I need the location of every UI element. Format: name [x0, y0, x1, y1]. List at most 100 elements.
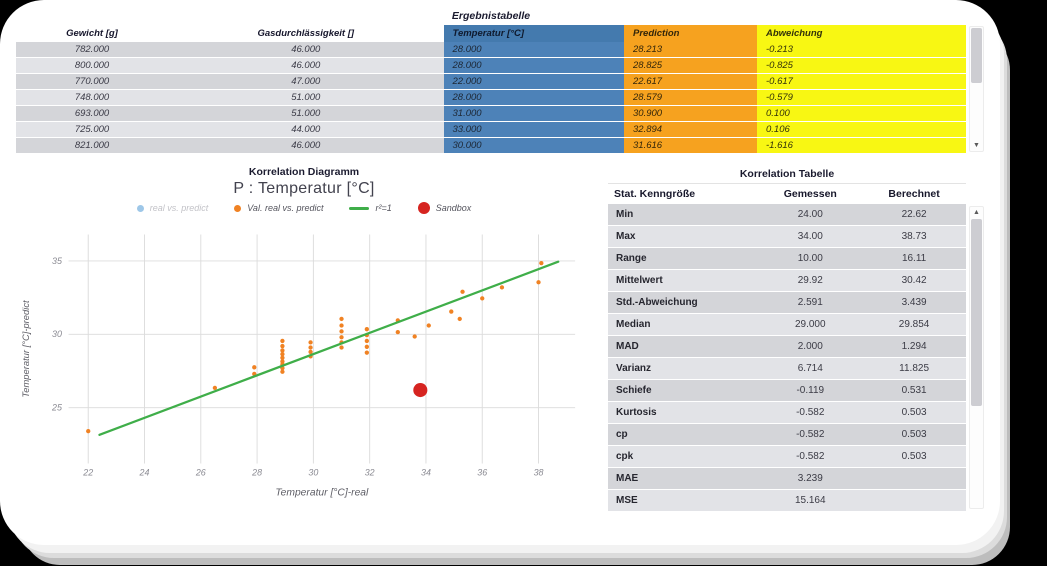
legend-item-sandbox[interactable]: Sandbox	[417, 202, 472, 214]
results-cell: 51.000	[168, 89, 444, 106]
results-cell: 0.100	[757, 105, 966, 122]
legend-item-r2-line[interactable]: r²=1	[349, 203, 392, 213]
column-header: Abweichung	[757, 25, 966, 42]
x-tick-label: 30	[308, 468, 318, 478]
results-cell: 28.000	[443, 89, 624, 106]
table-row: 748.000 51.000 28.000 28.579 -0.579	[16, 89, 966, 106]
results-cell: 22.617	[624, 73, 757, 90]
table-row: Mittelwert 29.92 30.42	[608, 269, 966, 292]
results-cell: -0.617	[757, 73, 966, 90]
table-row: Range 10.00 16.11	[608, 247, 966, 270]
results-table-title: Ergebnistabelle	[451, 10, 531, 22]
legend-label: Sandbox	[435, 203, 472, 213]
blue-dot-icon	[136, 204, 144, 212]
results-cell: 782.000	[16, 42, 168, 58]
results-scrollbar-thumb[interactable]	[971, 28, 982, 83]
stats-cell: 0.503	[862, 401, 966, 424]
stats-cell: Kurtosis	[608, 401, 759, 424]
results-cell: 693.000	[16, 105, 168, 122]
stats-cell: -0.582	[758, 423, 863, 446]
results-cell: 748.000	[16, 89, 168, 106]
results-cell: 46.000	[168, 137, 444, 154]
chart-subtitle: P : Temperatur [°C]	[233, 180, 375, 197]
results-cell: 28.825	[624, 57, 757, 74]
red-dot-icon	[417, 202, 430, 214]
legend-label: r²=1	[375, 203, 392, 213]
legend-label: Val. real vs. predict	[247, 203, 324, 213]
results-table: Gewicht [g] Gasdurchlässigkeit [] Temperat…	[16, 25, 966, 154]
table-row: MAD 2.000 1.294	[608, 335, 966, 358]
scatter-plot[interactable]: 22 24 26 28 30 32 34 36 38 25 30 35 Temperatur [°C]-…	[16, 216, 592, 512]
legend-item-real-vs-predict[interactable]: real vs. predict	[136, 203, 209, 213]
legend-item-val-real-vs-predict[interactable]: Val. real vs. predict	[234, 203, 323, 213]
x-tick-label: 38	[534, 468, 544, 478]
stats-table: Stat. Kenngröße Gemessen Berechnet Min 24.0…	[608, 183, 966, 512]
results-cell: -0.213	[757, 42, 966, 58]
legend-label: real vs. predict	[149, 203, 209, 213]
stats-cell: 2.591	[758, 291, 863, 314]
stats-cell: 29.000	[758, 313, 863, 336]
stats-cell: 3.239	[758, 467, 863, 490]
stats-table-title: Korrelation Tabelle	[739, 168, 835, 180]
stats-cell: Varianz	[608, 357, 759, 380]
column-header: Gasdurchlässigkeit []	[168, 25, 444, 42]
table-row: Varianz 6.714 11.825	[608, 357, 966, 380]
stats-cell: Max	[608, 225, 759, 248]
results-section: Ergebnistabelle Gewicht [g] Gasdurchlässi…	[16, 10, 984, 154]
stats-cell: 0.531	[862, 379, 966, 402]
column-header: Stat. Kenngröße	[608, 183, 759, 204]
main-row: Korrelation Diagramm P : Temperatur [°C]…	[16, 166, 984, 517]
stats-cell: Median	[608, 313, 759, 336]
table-row: 782.000 46.000 28.000 28.213 -0.213	[16, 42, 966, 58]
results-cell: 30.000	[443, 137, 624, 154]
header-row: Gewicht [g] Gasdurchlässigkeit [] Temperat…	[16, 25, 966, 42]
table-row: 800.000 46.000 28.000 28.825 -0.825	[16, 57, 966, 74]
y-axis-label: Temperatur [°C]-predict	[21, 300, 31, 398]
results-table-head: Gewicht [g] Gasdurchlässigkeit [] Temperat…	[16, 25, 966, 42]
results-cell: 47.000	[168, 73, 444, 90]
y-tick-label: 25	[51, 402, 62, 412]
stats-cell: 11.825	[862, 357, 966, 380]
stats-cell: -0.582	[758, 401, 863, 424]
stats-cell: 10.00	[758, 247, 863, 270]
stats-cell: Mittelwert	[608, 269, 759, 292]
orange-dot-icon	[234, 204, 242, 212]
stats-cell: -0.582	[758, 445, 863, 468]
stats-cell: 34.00	[758, 225, 863, 248]
table-row: Max 34.00 38.73	[608, 225, 966, 248]
stats-cell: 24.00	[758, 204, 863, 226]
header-row: Stat. Kenngröße Gemessen Berechnet	[608, 183, 966, 204]
x-tick-label: 26	[195, 468, 206, 478]
results-cell: 770.000	[16, 73, 168, 90]
stats-cell	[862, 467, 966, 490]
stats-cell: cp	[608, 423, 759, 446]
scroll-down-icon[interactable]: ▼	[973, 142, 980, 149]
results-cell: 51.000	[168, 105, 444, 122]
regression-line	[98, 260, 560, 436]
stats-scrollbar-thumb[interactable]	[971, 219, 982, 406]
x-axis-label: Temperatur [°C]-real	[275, 487, 369, 498]
y-tick-label: 30	[52, 329, 62, 339]
stats-cell: Schiefe	[608, 379, 759, 402]
chart-title: Korrelation Diagramm	[248, 166, 360, 178]
table-row: 725.000 44.000 33.000 32.894 0.106	[16, 121, 966, 138]
stats-cell: -0.119	[758, 379, 863, 402]
stats-table-body: Min 24.00 22.62 Max 34.00 38.73 Range 10.00 16.1…	[608, 204, 966, 512]
stats-scrollbar[interactable]: ▲	[969, 206, 984, 509]
column-header: Berechnet	[862, 183, 966, 204]
stats-cell: 3.439	[862, 291, 966, 314]
table-row: MSE 15.164	[608, 489, 966, 512]
results-cell: 0.106	[757, 121, 966, 138]
stats-cell: cpk	[608, 445, 759, 468]
results-cell: 30.900	[624, 105, 757, 122]
results-cell: 821.000	[16, 137, 168, 154]
results-scrollbar[interactable]: ▼	[969, 26, 984, 152]
stats-cell: 1.294	[862, 335, 966, 358]
table-row: Median 29.000 29.854	[608, 313, 966, 336]
results-cell: 725.000	[16, 121, 168, 138]
gridlines	[68, 234, 576, 464]
scroll-up-icon[interactable]: ▲	[973, 209, 980, 216]
table-row: 693.000 51.000 31.000 30.900 0.100	[16, 105, 966, 122]
green-line-icon	[349, 206, 370, 210]
